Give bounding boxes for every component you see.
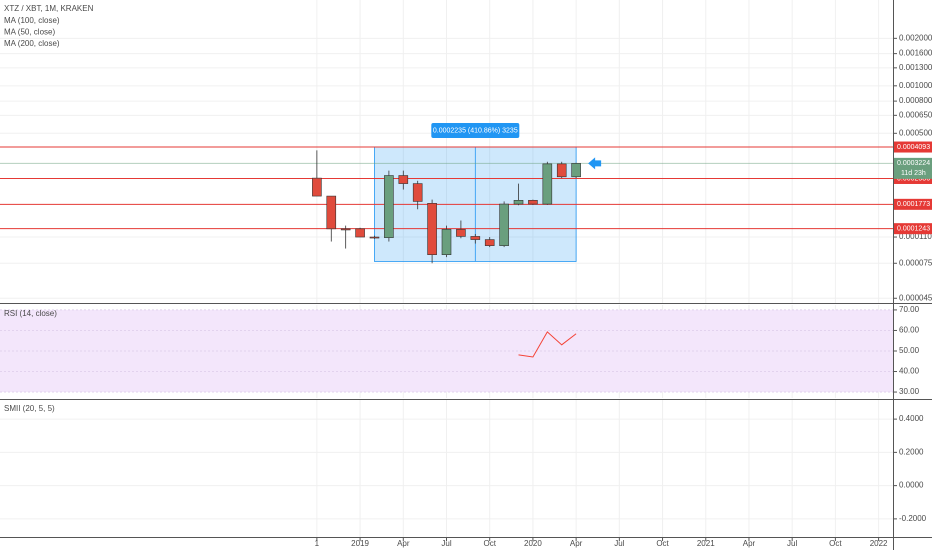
rsi-line bbox=[518, 331, 577, 358]
pane-title: RSI (14, close) bbox=[4, 309, 57, 318]
x-tick-label: 2019 bbox=[351, 539, 369, 548]
candle-body bbox=[369, 236, 380, 239]
last-price-label: 0.0003224 bbox=[897, 160, 930, 167]
candle-body bbox=[312, 177, 322, 197]
level-tag bbox=[894, 141, 932, 153]
candle-body bbox=[398, 175, 409, 184]
candle-body bbox=[412, 183, 423, 202]
y-tick-label: 0.0000450 bbox=[899, 293, 932, 302]
candle-body bbox=[340, 228, 351, 231]
x-tick-label: 1 bbox=[315, 539, 320, 548]
y-tick-label: 50.00 bbox=[899, 346, 920, 355]
y-tick-label: 0.4000 bbox=[899, 414, 924, 423]
y-tick-label: 30.00 bbox=[899, 387, 920, 396]
y-tick-label: -0.2000 bbox=[899, 514, 927, 523]
x-tick-label: Apr bbox=[397, 539, 410, 548]
candle-body bbox=[556, 163, 567, 178]
pane-title: XTZ / XBT, 1M, KRAKEN bbox=[4, 4, 94, 13]
study-label: MA (200, close) bbox=[4, 39, 60, 48]
y-tick-label: 40.00 bbox=[899, 367, 920, 376]
x-tick-label: 2021 bbox=[697, 539, 715, 548]
candle-body bbox=[571, 163, 581, 178]
y-tick-label: 70.00 bbox=[899, 305, 920, 314]
y-tick-label: 0.0000 bbox=[899, 481, 924, 490]
candle-body bbox=[326, 195, 337, 230]
level-tag bbox=[894, 223, 932, 235]
measure-label: 0.0002235 (410.86%) 3235 bbox=[433, 127, 518, 134]
candle-body bbox=[513, 200, 524, 205]
arrow-icon bbox=[588, 157, 602, 170]
study-label: MA (100, close) bbox=[4, 16, 60, 25]
x-tick-label: Jul bbox=[614, 539, 624, 548]
y-tick-label: 60.00 bbox=[899, 326, 920, 335]
candle-body bbox=[528, 200, 538, 205]
level-label: 0.0001243 bbox=[897, 226, 930, 233]
candle-body bbox=[441, 229, 452, 256]
x-tick-label: 2022 bbox=[870, 539, 888, 548]
last-price-tag bbox=[894, 157, 932, 179]
level-label: 0.0001773 bbox=[897, 201, 930, 208]
study-label: MA (50, close) bbox=[4, 28, 55, 37]
candle-body bbox=[499, 203, 509, 246]
x-tick-label: Jul bbox=[441, 539, 451, 548]
x-tick-label: Jul bbox=[787, 539, 797, 548]
pane-title: SMII (20, 5, 5) bbox=[4, 404, 55, 413]
candle-body bbox=[484, 239, 495, 246]
candle-body bbox=[456, 229, 466, 237]
candle-body bbox=[427, 203, 437, 256]
candle-body bbox=[384, 175, 394, 238]
candle-body bbox=[542, 163, 553, 205]
candle-body bbox=[470, 236, 481, 240]
x-tick-label: Oct bbox=[656, 539, 669, 548]
countdown-label: 11d 23h bbox=[901, 170, 926, 177]
x-tick-label: Oct bbox=[829, 539, 842, 548]
x-tick-label: Apr bbox=[743, 539, 756, 548]
y-tick-label: 0.2000 bbox=[899, 447, 924, 456]
level-label: 0.0004093 bbox=[897, 144, 930, 151]
x-tick-label: Apr bbox=[570, 539, 583, 548]
level-tag bbox=[894, 198, 932, 210]
x-tick-label: 2020 bbox=[524, 539, 542, 548]
measure-label-box bbox=[431, 123, 520, 139]
x-tick-label: Oct bbox=[483, 539, 496, 548]
candle-body bbox=[355, 228, 365, 238]
